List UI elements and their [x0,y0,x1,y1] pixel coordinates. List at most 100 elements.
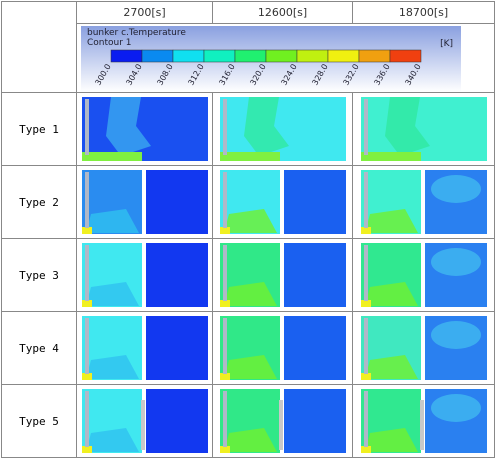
time-header: 18700[s] [352,1,495,24]
contour-cell [76,311,213,385]
contour-image [360,97,487,161]
type-row: Type 3 [1,238,495,312]
contour-image [81,243,208,307]
contour-region [430,394,481,422]
hot-zone [360,373,371,380]
contour-image [219,316,346,380]
partition [140,400,145,450]
contour-region [364,282,418,306]
contour-image [219,243,346,307]
contour-image [360,243,487,307]
contour-cell [352,238,495,312]
color-swatch [389,49,422,63]
color-swatch [327,49,360,63]
domain-right [283,316,346,380]
contour-image [219,389,346,453]
hot-zone [219,446,230,453]
contour-cell [352,384,495,458]
domain-right [283,389,346,453]
contour-region [223,355,277,379]
color-legend: bunker c.Temperature Contour 1 [K] 300.0… [81,26,461,92]
contour-region [364,428,418,452]
legend-cell: bunker c.Temperature Contour 1 [K] 300.0… [76,23,495,93]
type-label: Type 4 [1,311,77,385]
contour-region [85,209,139,233]
partition [419,400,424,450]
contour-image [81,170,208,234]
contour-region [243,97,289,156]
contour-region [430,248,481,276]
contour-cell [212,92,353,166]
contour-image [360,316,487,380]
contour-image [81,316,208,380]
domain [219,97,346,161]
contour-cell [76,165,213,239]
contour-image [360,389,487,453]
contour-region [85,428,139,452]
hot-zone [219,373,230,380]
pipe [84,391,89,447]
contour-cell [212,165,353,239]
contour-region [364,355,418,379]
pipe [363,99,368,155]
hot-zone [81,227,92,234]
contour-cell [352,165,495,239]
legend-row: bunker c.Temperature Contour 1 [K] 300.0… [2,23,495,93]
contour-region [223,209,277,233]
domain-right [145,316,208,380]
hot-zone [81,300,92,307]
hot-zone [81,152,142,161]
pipe [363,391,368,447]
type-row: Type 1 [1,92,495,166]
pipe [222,99,227,155]
contour-image [81,97,208,161]
color-swatch [172,49,205,63]
color-swatch [296,49,329,63]
domain-right [145,170,208,234]
type-label: Type 5 [1,384,77,458]
contour-cell [352,92,495,166]
pipe [363,318,368,374]
pipe [84,245,89,301]
pipe [222,391,227,447]
pipe [222,318,227,374]
domain-right [283,170,346,234]
type-label: Type 1 [1,92,77,166]
contour-cell [212,384,353,458]
contour-region [364,209,418,233]
contour-region [384,97,430,156]
header-row: 2700[s] 12600[s] 18700[s] [1,1,495,93]
domain [81,97,208,161]
hot-zone [360,446,371,453]
hot-zone [81,373,92,380]
contour-region [223,428,277,452]
pipe [84,172,89,228]
hot-zone [219,152,280,161]
partition [278,400,283,450]
legend-subtitle: Contour 1 [87,38,132,48]
contour-region [105,97,151,156]
hot-zone [81,446,92,453]
contour-image [360,170,487,234]
pipe [222,172,227,228]
contour-cell [76,92,213,166]
pipe [84,99,89,155]
domain-right [145,389,208,453]
contour-cell [76,238,213,312]
pipe [363,172,368,228]
contour-cell [212,311,353,385]
hot-zone [360,300,371,307]
domain [360,97,487,161]
color-swatch [141,49,174,63]
contour-region [85,355,139,379]
contour-image [81,389,208,453]
type-row: Type 5 [1,384,495,458]
contour-region [430,321,481,349]
contour-cell [352,311,495,385]
time-header: 12600[s] [212,1,353,24]
domain-right [145,243,208,307]
contour-cell [76,384,213,458]
color-swatch [234,49,267,63]
